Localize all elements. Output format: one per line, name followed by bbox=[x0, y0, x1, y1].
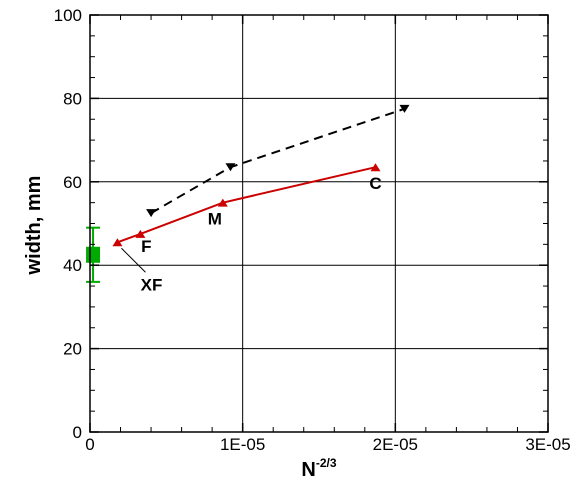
y-tick-label: 0 bbox=[73, 423, 82, 442]
x-axis-title: N-2/3 bbox=[301, 456, 336, 481]
series-line bbox=[150, 107, 405, 214]
plot-frame bbox=[89, 14, 549, 433]
data-point bbox=[217, 198, 228, 207]
annotation-label: M bbox=[208, 210, 222, 229]
data-point-square bbox=[86, 246, 101, 263]
x-axis-title-superscript: -2/3 bbox=[316, 456, 337, 470]
axes: 0 1E-05 2E-05 3E-05 0 20 40 60 80 100 bbox=[54, 6, 571, 454]
data-point bbox=[399, 104, 410, 113]
x-tick-label: 3E-05 bbox=[525, 435, 570, 454]
data-point bbox=[112, 238, 123, 247]
annotation-label: F bbox=[141, 237, 151, 256]
series-line bbox=[117, 166, 376, 244]
y-tick-label: 80 bbox=[63, 89, 82, 108]
y-tick-label: 40 bbox=[63, 256, 82, 275]
y-tick-label: 100 bbox=[54, 6, 82, 25]
annotation-label: C bbox=[369, 174, 381, 193]
x-tick-label: 0 bbox=[85, 435, 94, 454]
grid bbox=[90, 15, 548, 432]
y-tick-label: 20 bbox=[63, 340, 82, 359]
y-axis-title: width, mm bbox=[23, 176, 45, 276]
data-point bbox=[135, 229, 146, 238]
series-layer bbox=[86, 104, 410, 283]
data-point bbox=[146, 209, 157, 218]
annotation-label: XF bbox=[141, 275, 163, 294]
data-point bbox=[225, 163, 236, 172]
y-tick-label: 60 bbox=[63, 173, 82, 192]
x-tick-label: 2E-05 bbox=[373, 435, 418, 454]
x-tick-label: 1E-05 bbox=[220, 435, 265, 454]
data-point bbox=[370, 163, 381, 172]
series-2 bbox=[86, 226, 101, 283]
series-1 bbox=[146, 104, 410, 218]
annotations: F M C XF bbox=[121, 174, 382, 294]
x-axis-title-base: N bbox=[301, 459, 315, 481]
series-0 bbox=[112, 163, 381, 247]
annotation-leader-line bbox=[121, 247, 146, 273]
